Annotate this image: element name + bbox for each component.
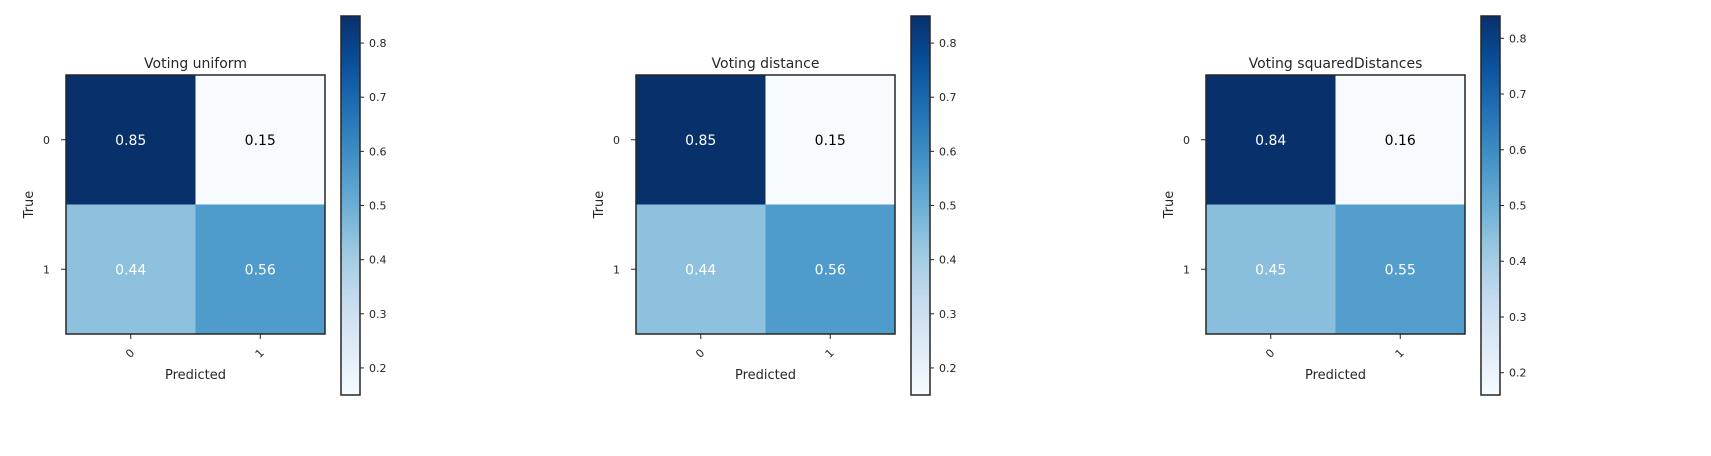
colorbar-tick-label: 0.5: [939, 200, 957, 213]
colorbar-gradient: [911, 16, 930, 395]
y-axis-label: True: [592, 191, 607, 220]
colorbar-tick-label: 0.2: [939, 362, 957, 375]
x-tick-label: 1: [823, 346, 837, 360]
cell-value-label: 0.56: [245, 262, 276, 278]
colorbar-tick-label: 0.7: [369, 91, 387, 104]
confusion-matrix-panel-0: Voting uniform 0.85 0.15 0.44 0.56 0 1 0 1 Predic…: [22, 15, 387, 396]
y-axis-label: True: [1162, 191, 1177, 220]
colorbar-tick-label: 0.8: [939, 37, 957, 50]
cell-value-label: 0.55: [1385, 262, 1416, 278]
confusion-matrix-panel-2: Voting squaredDistances 0.84 0.16 0.45 0.55 0…: [1162, 15, 1527, 396]
axes-frame: [65, 74, 326, 335]
y-tick-label: 0: [43, 134, 50, 147]
cell-value-label: 0.85: [685, 133, 716, 149]
heatmap-cell: [195, 75, 326, 205]
colorbar-tick-label: 0.7: [939, 91, 957, 104]
colorbar-tick-label: 0.2: [1509, 367, 1527, 380]
cell-value-label: 0.85: [115, 133, 146, 149]
colorbar-tick-label: 0.6: [369, 145, 387, 158]
colorbar-tick-label: 0.3: [1509, 311, 1527, 324]
heatmap-cell: [195, 204, 326, 335]
y-tick-label: 1: [1183, 263, 1190, 276]
colorbar-tick-label: 0.7: [1509, 88, 1527, 101]
heatmap-cell: [1335, 75, 1466, 205]
cell-value-label: 0.44: [685, 262, 716, 278]
heatmap-cell: [66, 204, 196, 335]
heatmap-cell: [765, 75, 896, 205]
colorbar-tick-label: 0.6: [1509, 144, 1527, 157]
chart-title: Voting distance: [712, 56, 820, 72]
confusion-matrix-panel-1: Voting distance 0.85 0.15 0.44 0.56 0 1 0 1 Predi…: [592, 15, 957, 396]
cell-value-label: 0.16: [1385, 133, 1416, 149]
x-tick-label: 1: [1393, 346, 1407, 360]
colorbar-gradient: [341, 16, 360, 395]
x-tick-label: 0: [693, 346, 707, 360]
colorbar-tick-label: 0.3: [369, 308, 387, 321]
cell-value-label: 0.44: [115, 262, 146, 278]
colorbar-tick-label: 0.6: [939, 145, 957, 158]
colorbar-tick-label: 0.8: [1509, 32, 1527, 45]
cell-value-label: 0.56: [815, 262, 846, 278]
x-tick-label: 0: [123, 346, 137, 360]
axes-frame: [1205, 74, 1466, 335]
colorbar-tick-label: 0.4: [939, 254, 957, 267]
x-axis-label: Predicted: [1305, 368, 1366, 383]
y-axis-label: True: [22, 191, 37, 220]
axes-frame: [635, 74, 896, 335]
colorbar-tick-label: 0.5: [1509, 200, 1527, 213]
colorbar-tick-label: 0.4: [369, 254, 387, 267]
heatmap-cell: [636, 75, 766, 205]
colorbar-tick-label: 0.3: [939, 308, 957, 321]
y-tick-label: 0: [1183, 134, 1190, 147]
chart-title: Voting uniform: [144, 56, 247, 72]
x-tick-label: 0: [1263, 346, 1277, 360]
cell-value-label: 0.15: [245, 133, 276, 149]
y-tick-label: 1: [613, 263, 620, 276]
x-axis-label: Predicted: [165, 368, 226, 383]
colorbar-tick-label: 0.2: [369, 362, 387, 375]
cell-value-label: 0.45: [1255, 262, 1286, 278]
x-axis-label: Predicted: [735, 368, 796, 383]
colorbar-gradient: [1481, 16, 1500, 395]
heatmap-cell: [765, 204, 896, 335]
y-tick-label: 0: [613, 134, 620, 147]
colorbar-tick-label: 0.5: [369, 200, 387, 213]
chart-title: Voting squaredDistances: [1249, 56, 1423, 72]
heatmap-cell: [1206, 204, 1336, 335]
heatmap-cell: [1206, 75, 1336, 205]
heatmap-cell: [1335, 204, 1466, 335]
cell-value-label: 0.84: [1255, 133, 1286, 149]
colorbar-tick-label: 0.4: [1509, 255, 1527, 268]
cell-value-label: 0.15: [815, 133, 846, 149]
x-tick-label: 1: [253, 346, 267, 360]
heatmap-cell: [636, 204, 766, 335]
colorbar-tick-label: 0.8: [369, 37, 387, 50]
heatmap-cell: [66, 75, 196, 205]
y-tick-label: 1: [43, 263, 50, 276]
